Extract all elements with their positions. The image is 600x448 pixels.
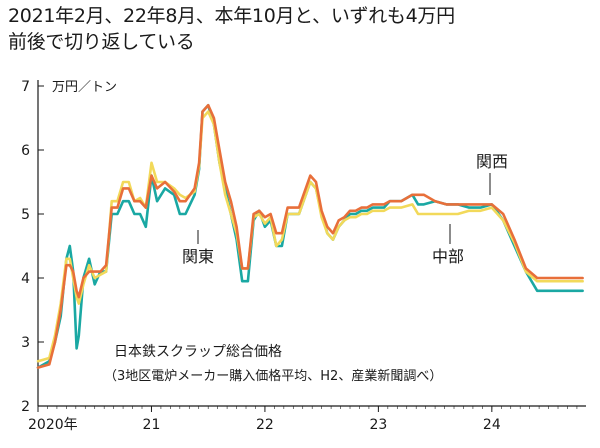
y-tick-label: 2: [21, 399, 30, 415]
series-label-chubu: 中部: [432, 247, 464, 266]
x-tick-label: 22: [256, 417, 274, 433]
series-line-kanto: [36, 103, 584, 369]
source-note-line1: 日本鉄スクラップ総合価格: [114, 344, 282, 360]
series-label-kansai: 関西: [476, 152, 508, 171]
x-tick-label: 23: [369, 417, 387, 433]
x-tick-label: 2020年: [28, 417, 78, 433]
y-tick-label: 5: [21, 207, 30, 223]
source-note-line2: （3地区電炉メーカー購入価格平均、H2、産業新聞調べ）: [104, 368, 442, 384]
x-tick-label: 24: [483, 417, 501, 433]
series-line-kansai: [36, 103, 584, 369]
y-tick-label: 4: [21, 271, 30, 287]
series-label-kanto: 関東: [182, 247, 214, 266]
y-tick-label: 6: [21, 143, 30, 159]
y-tick-label: 3: [21, 335, 30, 351]
unit-label: 万円／トン: [52, 80, 117, 95]
x-tick-label: 21: [143, 417, 161, 433]
chart-title-line1: 2021年2月、22年8月、本年10月と、いずれも4万円: [8, 5, 455, 27]
chart-title-line2: 前後で切り返している: [8, 31, 195, 53]
y-tick-label: 7: [21, 79, 30, 95]
series-line-chubu: [36, 110, 584, 363]
